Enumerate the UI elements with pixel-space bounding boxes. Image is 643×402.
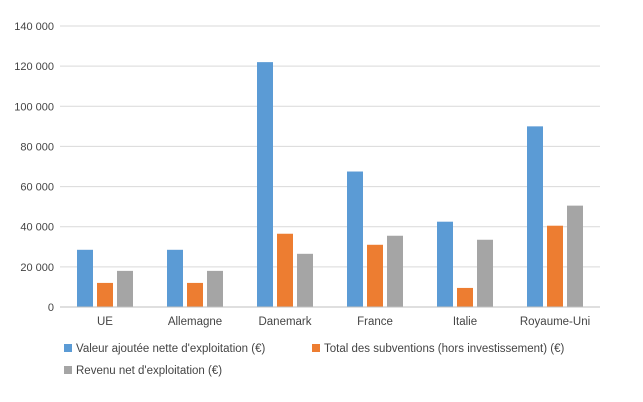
x-tick-label: Allemagne [168,316,222,328]
bar [547,225,563,307]
bar [167,249,183,307]
bar [527,126,543,307]
bar [187,282,203,307]
y-tick-label: 120 000 [14,61,54,73]
bar [387,235,403,307]
bar [297,253,313,307]
bar [207,270,223,307]
legend-swatch [312,344,320,352]
bar [457,287,473,307]
legend-label: Valeur ajoutée nette d'exploitation (€) [76,343,265,355]
legend: Valeur ajoutée nette d'exploitation (€) T… [64,343,564,377]
y-tick-label: 100 000 [14,101,54,113]
x-tick-label: UE [97,316,113,328]
legend-swatch [64,366,72,374]
y-tick-label: 20 000 [20,262,54,274]
y-tick-label: 80 000 [20,141,54,153]
bar [117,270,133,307]
legend-swatch [64,344,72,352]
bar [367,244,383,307]
bar [437,221,453,307]
x-tick-label: Royaume-Uni [520,316,590,328]
bar [257,62,273,307]
x-tick-label: France [357,316,393,328]
y-tick-label: 40 000 [20,222,54,234]
y-tick-label: 0 [48,302,54,314]
bars [77,62,583,307]
bar [347,171,363,307]
y-axis-ticks: 0 20 000 40 000 60 000 80 000 100 000 120 000 1… [14,21,54,314]
gridlines [60,25,600,268]
bar [77,249,93,307]
x-axis-labels: UE Allemagne Danemark France Italie Royaume-U… [97,316,590,328]
y-tick-label: 140 000 [14,21,54,33]
x-tick-label: Italie [453,316,477,328]
bar [277,233,293,307]
x-tick-label: Danemark [258,316,311,328]
bar [97,282,113,307]
legend-label: Revenu net d'exploitation (€) [76,365,222,377]
legend-label: Total des subventions (hors investisseme… [324,343,564,355]
y-tick-label: 60 000 [20,182,54,194]
bar [567,205,583,307]
bar [477,239,493,307]
